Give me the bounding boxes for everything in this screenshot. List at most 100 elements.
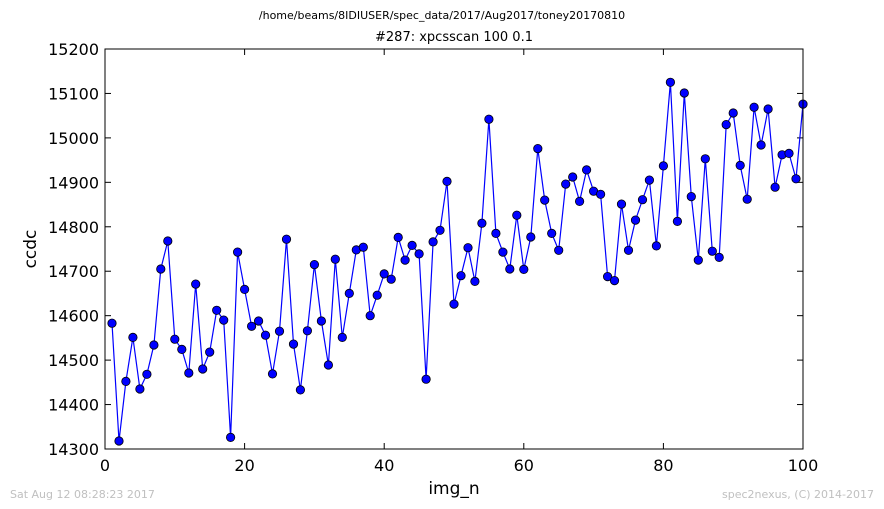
y-tick-label: 14900 [48, 173, 99, 192]
data-point [637, 195, 648, 205]
data-point [658, 161, 669, 171]
data-point [686, 192, 696, 202]
y-tick-label: 14700 [48, 262, 99, 281]
data-point [302, 326, 312, 336]
data-point [784, 148, 794, 158]
data-point [128, 332, 138, 342]
data-point [533, 144, 543, 154]
y-tick-label: 15000 [48, 129, 99, 148]
data-point [309, 259, 319, 270]
series-layer [107, 77, 808, 446]
data-point [512, 210, 522, 220]
data-point [163, 236, 173, 246]
data-point [323, 360, 333, 370]
data-point [393, 232, 403, 242]
data-point [561, 179, 571, 189]
data-point [379, 269, 389, 279]
data-point [700, 154, 710, 164]
x-tick-label: 0 [100, 456, 110, 475]
data-point [463, 243, 473, 253]
data-point [421, 374, 431, 384]
data-point [470, 276, 480, 286]
data-point [749, 102, 759, 112]
data-point [414, 249, 424, 259]
data-point [428, 237, 438, 247]
data-point [219, 315, 229, 325]
data-point [337, 332, 347, 342]
data-point [526, 232, 536, 242]
data-point [435, 225, 445, 235]
data-point [498, 247, 508, 257]
data-point [742, 194, 752, 204]
data-point [693, 255, 703, 265]
data-point [198, 364, 208, 374]
x-tick-label: 40 [374, 456, 394, 475]
data-point [205, 347, 215, 357]
data-point [114, 436, 124, 446]
series-line [111, 82, 804, 442]
data-point [679, 88, 689, 98]
file-path-header: /home/beams/8IDIUSER/spec_data/2017/Aug2… [258, 9, 626, 22]
data-point [372, 290, 382, 300]
data-point [358, 242, 368, 252]
data-point [400, 255, 410, 265]
data-point [735, 160, 745, 170]
timestamp: Sat Aug 12 08:28:23 2017 [10, 488, 155, 501]
data-point [407, 240, 417, 250]
data-point [665, 77, 676, 87]
x-tick-label: 60 [514, 456, 534, 475]
data-point [519, 264, 529, 274]
data-point [442, 176, 452, 186]
data-point [121, 376, 131, 386]
plot-frame [104, 48, 804, 450]
data-point [247, 321, 257, 331]
data-point [281, 234, 292, 244]
x-tick-label: 100 [788, 456, 819, 475]
data-point [651, 241, 662, 251]
chart-title: #287: xpcsscan 100 0.1 [375, 30, 533, 45]
data-point [707, 246, 717, 256]
y-tick-label: 14800 [48, 218, 99, 237]
data-point [756, 140, 766, 150]
data-point [135, 384, 145, 394]
data-point [672, 216, 683, 226]
data-point [609, 275, 620, 286]
data-point [344, 288, 354, 298]
data-point [616, 199, 627, 209]
y-tick-label: 14400 [48, 396, 99, 415]
data-point [226, 432, 236, 442]
data-point [505, 264, 515, 274]
data-point [449, 299, 459, 309]
data-point [791, 174, 801, 184]
data-point [484, 114, 494, 124]
data-point [763, 104, 773, 114]
data-point [456, 271, 466, 281]
x-tick-label: 20 [234, 456, 254, 475]
x-axis-label: img_n [428, 479, 480, 499]
data-point [630, 215, 641, 225]
data-point [728, 108, 738, 118]
data-point [721, 120, 731, 130]
data-point [177, 344, 187, 354]
data-point [170, 334, 180, 344]
data-point [267, 369, 278, 379]
data-point [142, 369, 152, 379]
y-tick-label: 14500 [48, 351, 99, 370]
data-point [149, 340, 159, 350]
data-point [581, 165, 592, 175]
data-point [595, 189, 606, 199]
data-point [602, 271, 613, 282]
data-point [274, 326, 285, 336]
data-point [623, 245, 634, 255]
data-point [568, 172, 578, 182]
data-point [540, 195, 550, 205]
data-point [330, 254, 340, 264]
data-point [107, 318, 117, 328]
y-tick-label: 15100 [48, 84, 99, 103]
y-tick-label: 15200 [48, 40, 99, 59]
y-axis-label: ccdc [21, 229, 41, 269]
data-point [770, 182, 780, 192]
y-tick-label: 14300 [48, 440, 99, 459]
data-point [554, 245, 564, 255]
